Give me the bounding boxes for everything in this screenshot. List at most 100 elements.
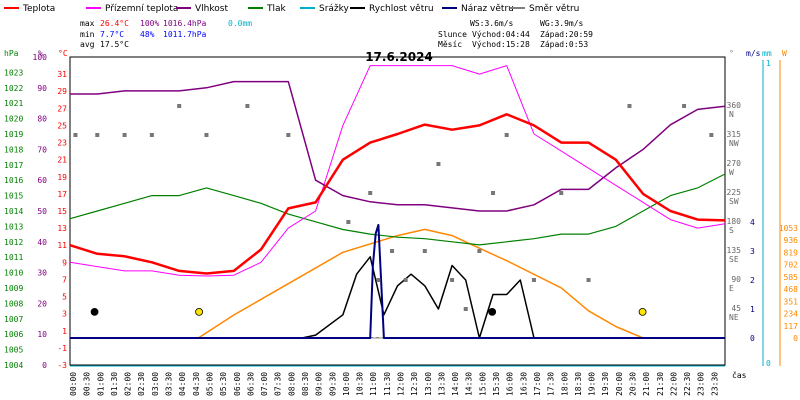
tick-temp: 23: [57, 139, 67, 148]
tick-wm2: 819: [784, 248, 799, 257]
tick-time: 01:30: [110, 372, 119, 396]
tick-temp: 11: [57, 241, 67, 250]
tick-wm2: 0: [793, 334, 798, 343]
tick-wm2: 585: [784, 273, 799, 282]
stat-max-temp: 26.4°C: [100, 19, 129, 28]
stat-moon-rise: Východ:15:28: [472, 40, 530, 49]
tick-time: 03:30: [165, 372, 174, 396]
axis-title-x: čas: [732, 370, 747, 380]
tick-time: 18:00: [560, 372, 569, 396]
plot-series: [69, 65, 726, 367]
plot-border: [69, 56, 726, 366]
wind-direction-point: [73, 133, 78, 137]
legend-label: Tlak: [266, 4, 287, 14]
wind-direction-point: [245, 104, 250, 108]
stat-sun-label: Slunce: [438, 30, 467, 39]
wind-direction-point: [286, 133, 291, 137]
axis-title-ms: m/s: [746, 49, 761, 58]
tick-wm2: 702: [784, 261, 799, 270]
tick-time: 20:00: [615, 372, 624, 396]
tick-hpa: 1017: [4, 161, 23, 170]
tick-time: 12:30: [410, 372, 419, 396]
tick-time: 15:00: [478, 372, 487, 396]
tick-temp: 13: [57, 224, 67, 233]
axis-title-hpa: hPa: [4, 49, 19, 58]
wind-direction-point: [504, 133, 509, 137]
tick-pct: 80: [37, 115, 47, 124]
tick-time: 20:30: [628, 372, 637, 396]
tick-time: 05:30: [219, 372, 228, 396]
axis-title-dir: °: [729, 49, 734, 58]
tick-pct: 10: [37, 330, 47, 339]
tick-time: 00:00: [69, 372, 78, 396]
tick-ms: 3: [750, 247, 755, 256]
series-solar-radiation: [197, 228, 644, 339]
wind-direction-point: [586, 278, 591, 282]
tick-time: 08:30: [301, 372, 310, 396]
tick-mm: 1: [766, 59, 771, 68]
tick-hpa: 1012: [4, 238, 23, 247]
tick-time: 04:30: [192, 372, 201, 396]
series-rychlost-vetru: [70, 256, 725, 339]
tick-temp: 7: [62, 275, 67, 284]
tick-time: 02:00: [124, 372, 133, 396]
tick-ms: 1: [750, 305, 755, 314]
axis-title-pct: %: [38, 49, 43, 58]
wind-direction-point: [95, 133, 100, 137]
tick-hpa: 1006: [4, 330, 23, 339]
tick-time: 09:30: [328, 372, 337, 396]
tick-time: 07:00: [260, 372, 269, 396]
tick-time: 08:00: [287, 372, 296, 396]
stat-max-press: 1016.4hPa: [163, 19, 207, 28]
stat-moon-label: Měsíc: [438, 40, 462, 49]
legend-label: Rychlost větru: [369, 4, 434, 14]
tick-time: 16:30: [519, 372, 528, 396]
tick-time: 23:00: [697, 372, 706, 396]
tick-time: 19:30: [601, 372, 610, 396]
tick-hpa: 1009: [4, 284, 23, 293]
tick-hpa: 1016: [4, 176, 23, 185]
tick-time: 01:00: [96, 372, 105, 396]
tick-dir-deg: 45: [731, 304, 741, 313]
marker-moon-set: [90, 307, 99, 316]
tick-hpa: 1013: [4, 222, 23, 231]
wind-direction-point: [682, 104, 687, 108]
tick-hpa: 1011: [4, 253, 23, 262]
tick-time: 11:30: [383, 372, 392, 396]
tick-dir-name: NE: [729, 313, 739, 322]
wind-direction-point: [204, 133, 209, 137]
tick-dir-name: SW: [729, 197, 739, 206]
tick-dir-name: SE: [729, 255, 739, 264]
tick-hpa: 1022: [4, 84, 23, 93]
tick-hpa: 1008: [4, 299, 23, 308]
tick-ms: 2: [750, 276, 755, 285]
tick-dir-deg: 315: [727, 130, 742, 139]
tick-temp: 19: [57, 173, 67, 182]
tick-temp: 29: [57, 87, 67, 96]
tick-pct: 0: [42, 361, 47, 370]
wind-direction-point: [376, 278, 381, 282]
tick-time: 13:00: [424, 372, 433, 396]
tick-time: 12:00: [397, 372, 406, 396]
tick-time: 11:00: [369, 372, 378, 396]
tick-hpa: 1019: [4, 130, 23, 139]
tick-ms: 4: [750, 218, 755, 227]
tick-temp: 3: [62, 310, 67, 319]
tick-dir-name: S: [729, 226, 734, 235]
stats-panel: max 26.4°C 100% 1016.4hPa 0.0mm min 7.7°C 48% 10…: [80, 19, 593, 49]
tick-hpa: 1021: [4, 99, 23, 108]
tick-time: 21:00: [642, 372, 651, 396]
tick-hpa: 1015: [4, 192, 23, 201]
stat-min-hum: 48%: [140, 30, 155, 39]
tick-dir-deg: 90: [731, 275, 741, 284]
tick-hpa: 1004: [4, 361, 23, 370]
series-naraz-vetru: [70, 223, 725, 339]
wind-direction-point: [403, 278, 408, 282]
tick-hpa: 1005: [4, 346, 23, 355]
tick-temp: 9: [62, 258, 67, 267]
tick-dir-name: N: [729, 110, 734, 119]
wind-direction-point: [149, 133, 154, 137]
tick-temp: 31: [57, 70, 67, 79]
wind-direction-point: [368, 191, 373, 195]
